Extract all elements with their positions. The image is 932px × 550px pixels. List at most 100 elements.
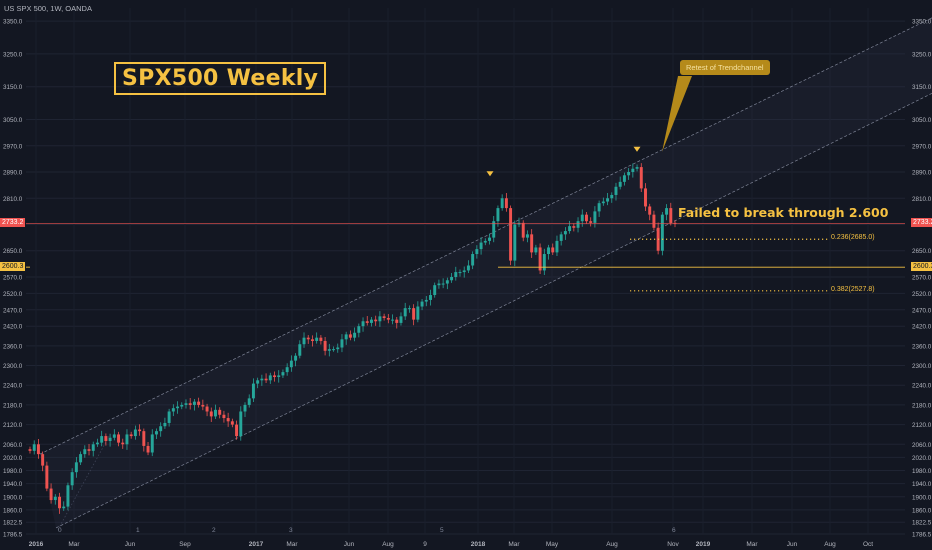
candle-body: [218, 409, 222, 415]
candle-body: [112, 434, 116, 438]
x-tick-label: Aug: [824, 541, 836, 548]
x-tick-label: Mar: [68, 541, 80, 548]
y-tick-label-left: 3350.0: [3, 19, 23, 26]
candle-body: [344, 334, 348, 340]
candle-body: [593, 211, 597, 223]
candle-body: [471, 254, 475, 266]
candle-body: [45, 465, 49, 489]
y-tick-label-left: 1980.0: [3, 468, 23, 475]
y-tick-label-left: 2890.0: [3, 170, 23, 177]
candle-body: [606, 198, 610, 202]
candle-body: [58, 496, 61, 509]
candle-body: [235, 424, 239, 437]
y-tick-label-right: 2520.0: [912, 291, 932, 298]
x-tick-label: 2016: [29, 541, 44, 548]
candle-body: [306, 337, 310, 340]
candle-body: [652, 214, 656, 228]
candle-body: [36, 444, 40, 455]
candle-body: [154, 431, 158, 435]
candle-body: [399, 316, 403, 323]
candle-body: [41, 454, 45, 466]
y-tick-label-left: 1940.0: [3, 481, 23, 488]
candle-body: [95, 442, 99, 445]
candle-body: [547, 247, 551, 255]
candle-body: [669, 208, 673, 223]
candle-body: [125, 434, 129, 445]
candle-body: [407, 308, 411, 310]
top-markers: [486, 76, 692, 177]
wave-label: 2: [212, 527, 216, 534]
x-tick-label: 2019: [696, 541, 711, 548]
candle-body: [483, 240, 487, 243]
candle-body: [188, 403, 192, 405]
candle-body: [104, 436, 108, 442]
candle-body: [576, 221, 580, 228]
y-tick-label-left: 3050.0: [3, 117, 23, 124]
candle-body: [100, 436, 104, 443]
candle-body: [601, 201, 605, 204]
candle-body: [281, 372, 285, 376]
candle-body: [209, 411, 213, 417]
trend-channel: [39, 17, 932, 530]
symbol-header: US SPX 500, 1W, OANDA: [4, 4, 92, 13]
x-tick-label: May: [546, 541, 559, 548]
candle-body: [268, 375, 272, 381]
candle-body: [348, 334, 352, 338]
candle-body: [332, 349, 336, 351]
wave-label: 5: [440, 527, 444, 534]
y-tick-label-right: 2420.0: [912, 324, 932, 331]
support-tag-right: 2600.3: [911, 262, 932, 272]
candle-body: [445, 280, 449, 284]
channel-line: [39, 17, 932, 455]
y-tick-label-right: 2180.0: [912, 402, 932, 409]
y-tick-label-left: 2520.0: [3, 291, 23, 298]
candle-body: [323, 340, 327, 351]
y-tick-label-left: 2650.0: [3, 248, 23, 255]
candle-body: [382, 316, 386, 318]
callout-pointer: [662, 76, 692, 152]
x-tick-label: Jun: [787, 541, 798, 548]
candle-body: [117, 434, 121, 443]
y-tick-label-right: 2650.0: [912, 248, 932, 255]
candle-body: [146, 445, 150, 453]
y-tick-label-left: 2970.0: [3, 143, 23, 150]
candle-body: [559, 234, 563, 241]
candle-body: [32, 444, 36, 451]
channel-band: [40, 17, 932, 528]
candle-body: [437, 283, 441, 286]
y-tick-label-left: 3150.0: [3, 84, 23, 91]
candle-body: [201, 404, 205, 407]
candle-body: [315, 337, 319, 341]
candle-body: [412, 308, 416, 320]
y-tick-label-right: 3050.0: [912, 117, 932, 124]
candle-body: [496, 208, 500, 222]
x-tick-label: 9: [423, 541, 427, 548]
y-tick-label-left: 2020.0: [3, 455, 23, 462]
y-tick-label-left: 1860.0: [3, 507, 23, 514]
candle-body: [133, 429, 137, 437]
y-tick-label-right: 1822.5: [912, 520, 932, 527]
candle-body: [488, 237, 491, 241]
candle-body: [450, 276, 454, 281]
candle-body: [62, 506, 66, 509]
current-price-tag-left: 2733.2: [0, 218, 26, 228]
candle-body: [277, 375, 281, 378]
candle-body: [538, 247, 542, 271]
y-tick-label-right: 1786.5: [912, 532, 932, 539]
candle-body: [171, 408, 175, 412]
chart-title: SPX500 Weekly: [114, 62, 327, 95]
y-tick-label-right: 3250.0: [912, 51, 932, 58]
candle-body: [563, 231, 567, 235]
channel-line: [57, 434, 111, 530]
candle-body: [163, 422, 167, 427]
candle-body: [610, 194, 614, 199]
x-tick-label: 2018: [471, 541, 486, 548]
candle-body: [353, 332, 357, 338]
y-tick-label-left: 2300.0: [3, 363, 23, 370]
x-tick-label: Mar: [508, 541, 520, 548]
x-tick-label: Jun: [125, 541, 136, 548]
y-tick-label-right: 2120.0: [912, 422, 932, 429]
candle-body: [644, 188, 647, 207]
y-tick-label-right: 2570.0: [912, 274, 932, 281]
